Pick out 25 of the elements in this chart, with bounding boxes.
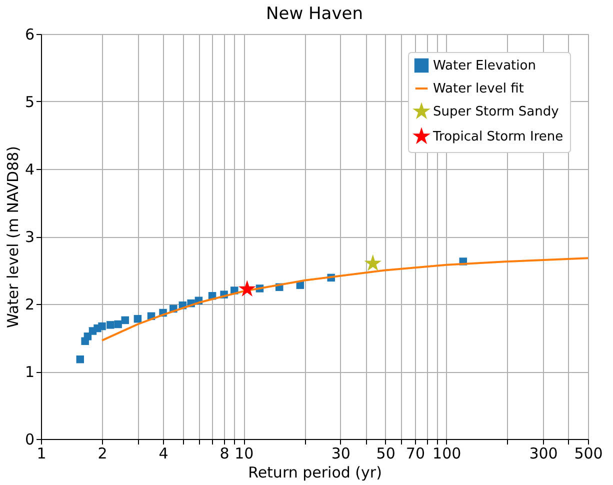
- y-tick-label: 2: [24, 296, 34, 314]
- x-tick-label: 300: [529, 444, 558, 462]
- y-tick-label: 6: [24, 26, 34, 44]
- x-tick-label: 500: [574, 444, 603, 462]
- legend-label: Water Elevation: [433, 58, 536, 74]
- legend-label: Super Storm Sandy: [433, 104, 560, 120]
- x-tick-label: 50: [376, 444, 396, 462]
- y-tick-label: 5: [24, 93, 34, 111]
- x-tick-label: 1: [36, 444, 46, 462]
- y-tick-label: 3: [24, 228, 34, 246]
- legend-label: Water level fit: [433, 82, 524, 96]
- y-tick-label: 0: [24, 430, 34, 448]
- x-tick-label: 10: [234, 444, 254, 462]
- x-tick-label: 100: [432, 444, 462, 462]
- x-tick-label: 4: [158, 444, 168, 462]
- legend-label: Tropical Storm Irene: [432, 130, 564, 144]
- y-axis-title: Water level (m NAVD88): [4, 146, 22, 328]
- y-tick-label: 4: [24, 160, 34, 178]
- x-axis-title: Return period (yr): [248, 464, 382, 482]
- x-tick-label: 70: [406, 444, 425, 462]
- x-tick-label: 8: [220, 444, 230, 462]
- x-tick-label: 30: [331, 444, 350, 462]
- x-tick-label: 2: [98, 444, 108, 462]
- y-tick-label: 1: [24, 363, 34, 381]
- chart-title: New Haven: [266, 4, 363, 24]
